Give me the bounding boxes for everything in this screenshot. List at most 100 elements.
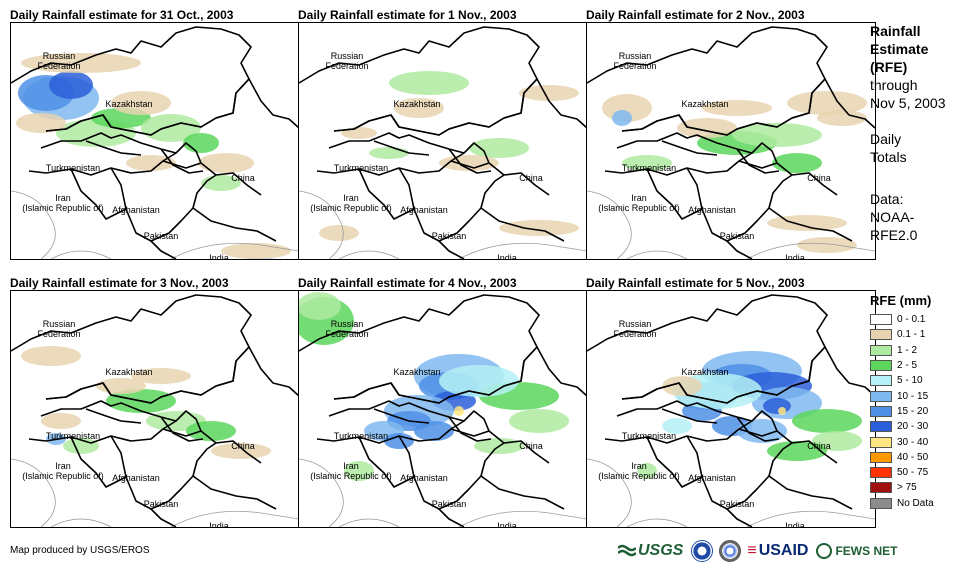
country-label-pakistan: Pakistan: [143, 499, 179, 509]
rainfall-area: [677, 118, 737, 138]
legend-item: 20 - 30: [870, 419, 934, 434]
legend-label: 2 - 5: [897, 360, 918, 372]
country-border: [616, 400, 778, 432]
daily-label: Daily: [870, 131, 902, 147]
rainfall-map: Russian Federation Kazakhstan Turkmenistan I…: [10, 22, 300, 260]
map-canvas: [587, 294, 875, 527]
state-seal-icon: [719, 540, 742, 562]
rainfall-area: [221, 243, 291, 259]
country-border: [438, 207, 565, 259]
country-border: [160, 416, 204, 442]
rainfall-area: [341, 127, 377, 139]
country-border: [40, 400, 202, 432]
country-label-kazakhstan: Kazakhstan: [681, 367, 729, 377]
country-border: [738, 428, 793, 444]
river-line: [11, 190, 299, 259]
legend-label: 0 - 0.1: [897, 314, 926, 326]
country-border: [110, 167, 262, 242]
rainfall-area: [389, 71, 469, 95]
legend-item: 0.1 - 1: [870, 327, 934, 342]
legend-swatch: [870, 314, 892, 326]
legend-label: > 75: [897, 482, 917, 494]
country-label-turkmenistan: Turkmenistan: [45, 163, 101, 173]
legend-item: 5 - 10: [870, 373, 934, 388]
country-label-turkmenistan: Turkmenistan: [333, 163, 389, 173]
legend-swatch: [870, 375, 892, 387]
rainfall-area: [519, 85, 579, 101]
noaa-seal-icon: [691, 540, 714, 562]
country-label-india: India: [785, 253, 805, 260]
country-border: [448, 416, 492, 442]
country-label-china: China: [807, 441, 831, 451]
country-border: [621, 346, 875, 404]
country-label-kazakhstan: Kazakhstan: [393, 367, 441, 377]
legend-item: 10 - 15: [870, 388, 934, 403]
country-border: [160, 148, 204, 174]
country-label-iran: Iran (Islamic Republic of): [598, 461, 680, 481]
country-label-russia: Russian Federation: [37, 51, 81, 71]
rfe-title-3: (RFE): [870, 59, 908, 75]
rainfall-area: [16, 113, 66, 133]
country-border: [621, 78, 875, 136]
legend-item: 0 - 0.1: [870, 312, 934, 327]
legend-swatch: [870, 390, 892, 402]
country-label-india: India: [785, 521, 805, 528]
country-border: [373, 408, 430, 424]
data-source-2: RFE2.0: [870, 227, 918, 243]
rainfall-area: [662, 376, 702, 396]
country-label-russia: Russian Federation: [37, 319, 81, 339]
totals-label: Totals: [870, 149, 907, 165]
rainfall-area: [384, 433, 414, 449]
country-border: [448, 148, 492, 174]
legend-swatch: [870, 421, 892, 433]
rainfall-area: [702, 100, 772, 116]
country-label-india: India: [497, 253, 517, 260]
rainfall-area: [622, 155, 672, 171]
rainfall-area: [612, 110, 632, 126]
rainfall-map: Russian Federation Kazakhstan Turkmenistan I…: [298, 22, 588, 260]
country-label-kazakhstan: Kazakhstan: [681, 99, 729, 109]
country-border: [162, 160, 217, 176]
country-label-russia: Russian Federation: [325, 319, 369, 339]
rainfall-area: [126, 155, 176, 171]
country-label-china: China: [231, 173, 255, 183]
panel-title: Daily Rainfall estimate for 4 Nov., 2003: [298, 276, 517, 290]
through-label: through: [870, 77, 918, 93]
rainfall-map: Russian Federation Kazakhstan Turkmenistan I…: [586, 22, 876, 260]
country-label-china: China: [807, 173, 831, 183]
legend-swatch: [870, 497, 892, 509]
country-border: [358, 168, 415, 220]
rainfall-area: [817, 110, 867, 126]
legend-label: 10 - 15: [897, 390, 929, 402]
country-label-iran: Iran (Islamic Republic of): [22, 461, 104, 481]
rainfall-area: [49, 71, 93, 99]
usaid-flag-icon: ≡: [747, 542, 757, 559]
fews-text: FEWS NET: [835, 544, 898, 558]
usgs-wave-icon: [618, 544, 636, 557]
rainfall-area: [499, 220, 579, 236]
country-border: [150, 207, 277, 259]
legend-item: 1 - 2: [870, 343, 934, 358]
legend-item: 40 - 50: [870, 450, 934, 465]
country-border: [726, 475, 853, 527]
country-border: [70, 168, 127, 220]
rainfall-area: [778, 407, 786, 415]
country-border: [85, 140, 142, 156]
river-line: [11, 458, 299, 527]
country-border: [162, 428, 217, 444]
country-border: [70, 436, 127, 488]
legend-swatch: [870, 360, 892, 372]
rainfall-area: [767, 441, 827, 461]
usaid-text: USAID: [758, 542, 809, 559]
rainfall-area: [414, 421, 454, 441]
legend-item: > 75: [870, 480, 934, 495]
country-label-afghanistan: Afghanistan: [688, 205, 736, 215]
rainfall-area: [394, 98, 444, 118]
country-label-india: India: [209, 521, 229, 528]
country-border: [45, 346, 299, 404]
legend-item: 2 - 5: [870, 358, 934, 373]
rainfall-area: [131, 368, 191, 384]
country-border: [373, 140, 430, 156]
country-label-pakistan: Pakistan: [719, 231, 755, 241]
panel-title: Daily Rainfall estimate for 3 Nov., 2003: [10, 276, 229, 290]
